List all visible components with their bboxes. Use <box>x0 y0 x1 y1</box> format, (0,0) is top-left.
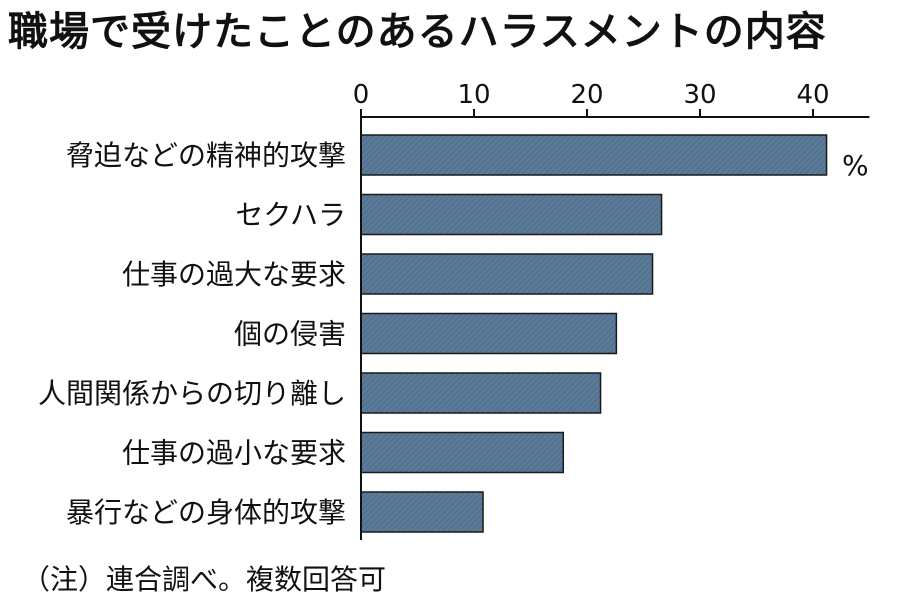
category-label-2: 仕事の過大な要求 <box>122 258 346 291</box>
category-label-3: 個の侵害 <box>234 318 346 351</box>
unit-label: % <box>842 149 869 182</box>
category-label-6: 暴行などの身体的攻撃 <box>66 496 346 529</box>
chart-title: 職場で受けたことのあるハラスメントの内容 <box>8 9 827 55</box>
bar-6 <box>360 491 484 533</box>
bar-5 <box>360 431 565 474</box>
bar-1 <box>360 193 663 236</box>
x-tick-label-1: 10 <box>457 80 490 110</box>
category-label-4: 人間関係からの切り離し <box>38 377 346 410</box>
x-axis: 0 10 20 30 40 <box>353 80 870 118</box>
x-tick-label-0: 0 <box>353 80 370 110</box>
bar-3 <box>360 312 618 355</box>
bar-0 <box>360 134 828 176</box>
x-tick-label-3: 30 <box>683 80 716 110</box>
x-tick-label-2: 20 <box>570 80 603 110</box>
x-tick-label-4: 40 <box>796 80 829 110</box>
bar-4 <box>360 372 602 414</box>
bars-group <box>360 134 828 533</box>
category-label-0: 脅迫などの精神的攻撃 <box>66 139 346 172</box>
category-label-5: 仕事の過小な要求 <box>122 437 346 470</box>
category-labels: 脅迫などの精神的攻撃セクハラ仕事の過大な要求個の侵害人間関係からの切り離し仕事の… <box>38 139 346 529</box>
bar-2 <box>360 253 654 295</box>
category-label-1: セクハラ <box>235 199 346 232</box>
footnote: （注）連合調べ。複数回答可 <box>22 563 387 596</box>
